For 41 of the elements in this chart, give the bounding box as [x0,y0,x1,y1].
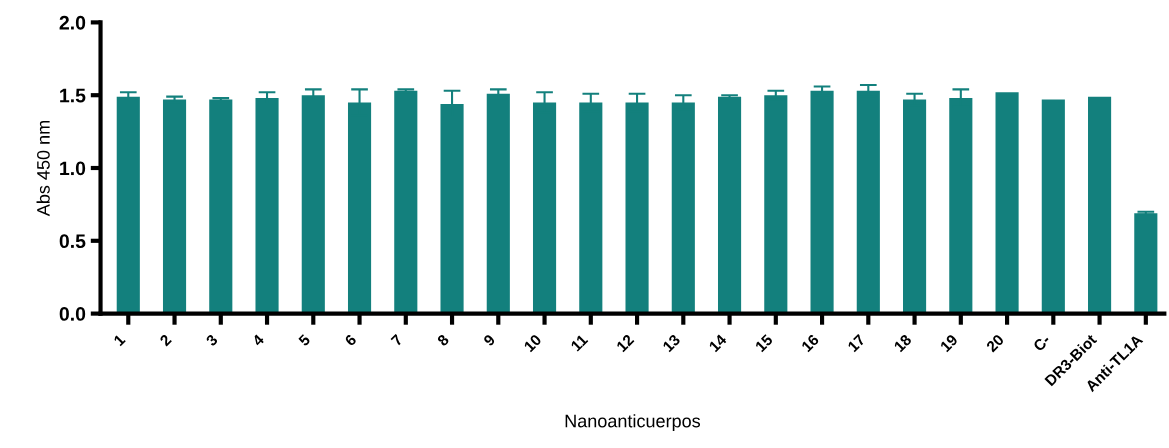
x-tick-label: 3 [205,333,219,347]
x-tick-label: 14 [708,333,728,353]
bar [162,99,187,314]
bar [209,99,233,314]
x-tick-label: 1 [113,333,126,347]
bar [810,90,834,314]
x-tick-label: 17 [847,333,866,353]
x-tick-label: 20 [985,333,1005,353]
bar [903,99,927,314]
x-tick-label: 11 [570,333,589,352]
x-tick-label: 4 [251,333,265,347]
bar [486,93,510,314]
bar [856,90,880,314]
x-tick-label: 15 [754,333,774,353]
y-tick-label: 0.5 [59,234,86,249]
x-tick-label: 5 [297,333,311,347]
y-tick-label: 1.0 [60,161,86,176]
bar [1088,96,1112,314]
x-tick-label: 18 [893,333,913,353]
x-tick-label: 8 [436,333,450,347]
x-tick-label: 7 [390,333,404,347]
x-tick-label: 19 [939,333,959,353]
bar [764,95,788,314]
x-axis-title: Nanoanticuerpos [565,414,701,431]
bar [116,96,140,314]
x-tick-label: 12 [615,333,635,353]
y-tick-label: 2.0 [59,15,86,30]
y-tick-label: 0.0 [59,307,86,321]
x-tick-label: 16 [800,333,820,353]
y-tick-label: 1.5 [60,88,86,103]
x-tick-label: 9 [482,333,496,347]
y-axis-title: Abs 450 nm [36,121,50,217]
x-tick-label: 6 [344,333,358,347]
bar [394,90,418,314]
bar [1041,99,1065,314]
x-tick-label: 13 [662,333,681,353]
x-tick-label: 2 [159,333,172,347]
bar [1134,213,1158,314]
bar [717,96,742,314]
bar [995,92,1019,314]
x-tick-label: 10 [523,333,542,353]
